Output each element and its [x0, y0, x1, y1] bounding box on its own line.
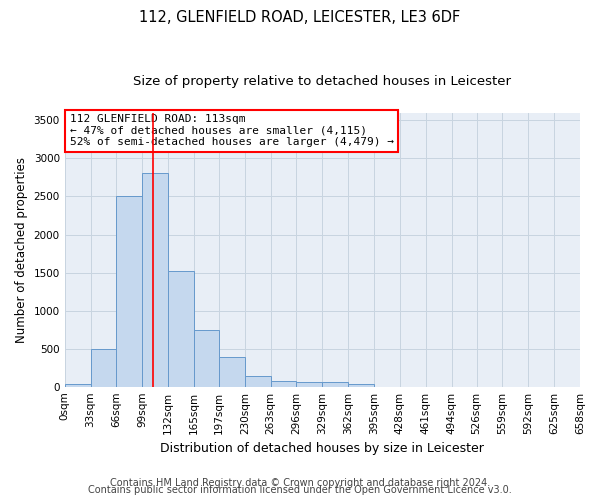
Title: Size of property relative to detached houses in Leicester: Size of property relative to detached ho…	[133, 75, 511, 88]
Bar	[116, 196, 142, 386]
Bar	[322, 382, 348, 386]
Text: 112, GLENFIELD ROAD, LEICESTER, LE3 6DF: 112, GLENFIELD ROAD, LEICESTER, LE3 6DF	[139, 10, 461, 25]
Text: Contains HM Land Registry data © Crown copyright and database right 2024.: Contains HM Land Registry data © Crown c…	[110, 478, 490, 488]
Bar	[194, 330, 219, 386]
Bar	[65, 384, 91, 386]
Bar	[271, 380, 296, 386]
Text: 112 GLENFIELD ROAD: 113sqm
← 47% of detached houses are smaller (4,115)
52% of s: 112 GLENFIELD ROAD: 113sqm ← 47% of deta…	[70, 114, 394, 148]
Bar	[142, 173, 168, 386]
X-axis label: Distribution of detached houses by size in Leicester: Distribution of detached houses by size …	[160, 442, 484, 455]
Bar	[296, 382, 322, 386]
Bar	[219, 357, 245, 386]
Bar	[168, 271, 194, 386]
Bar	[348, 384, 374, 386]
Text: Contains public sector information licensed under the Open Government Licence v3: Contains public sector information licen…	[88, 485, 512, 495]
Y-axis label: Number of detached properties: Number of detached properties	[15, 156, 28, 342]
Bar	[245, 376, 271, 386]
Bar	[91, 350, 116, 387]
